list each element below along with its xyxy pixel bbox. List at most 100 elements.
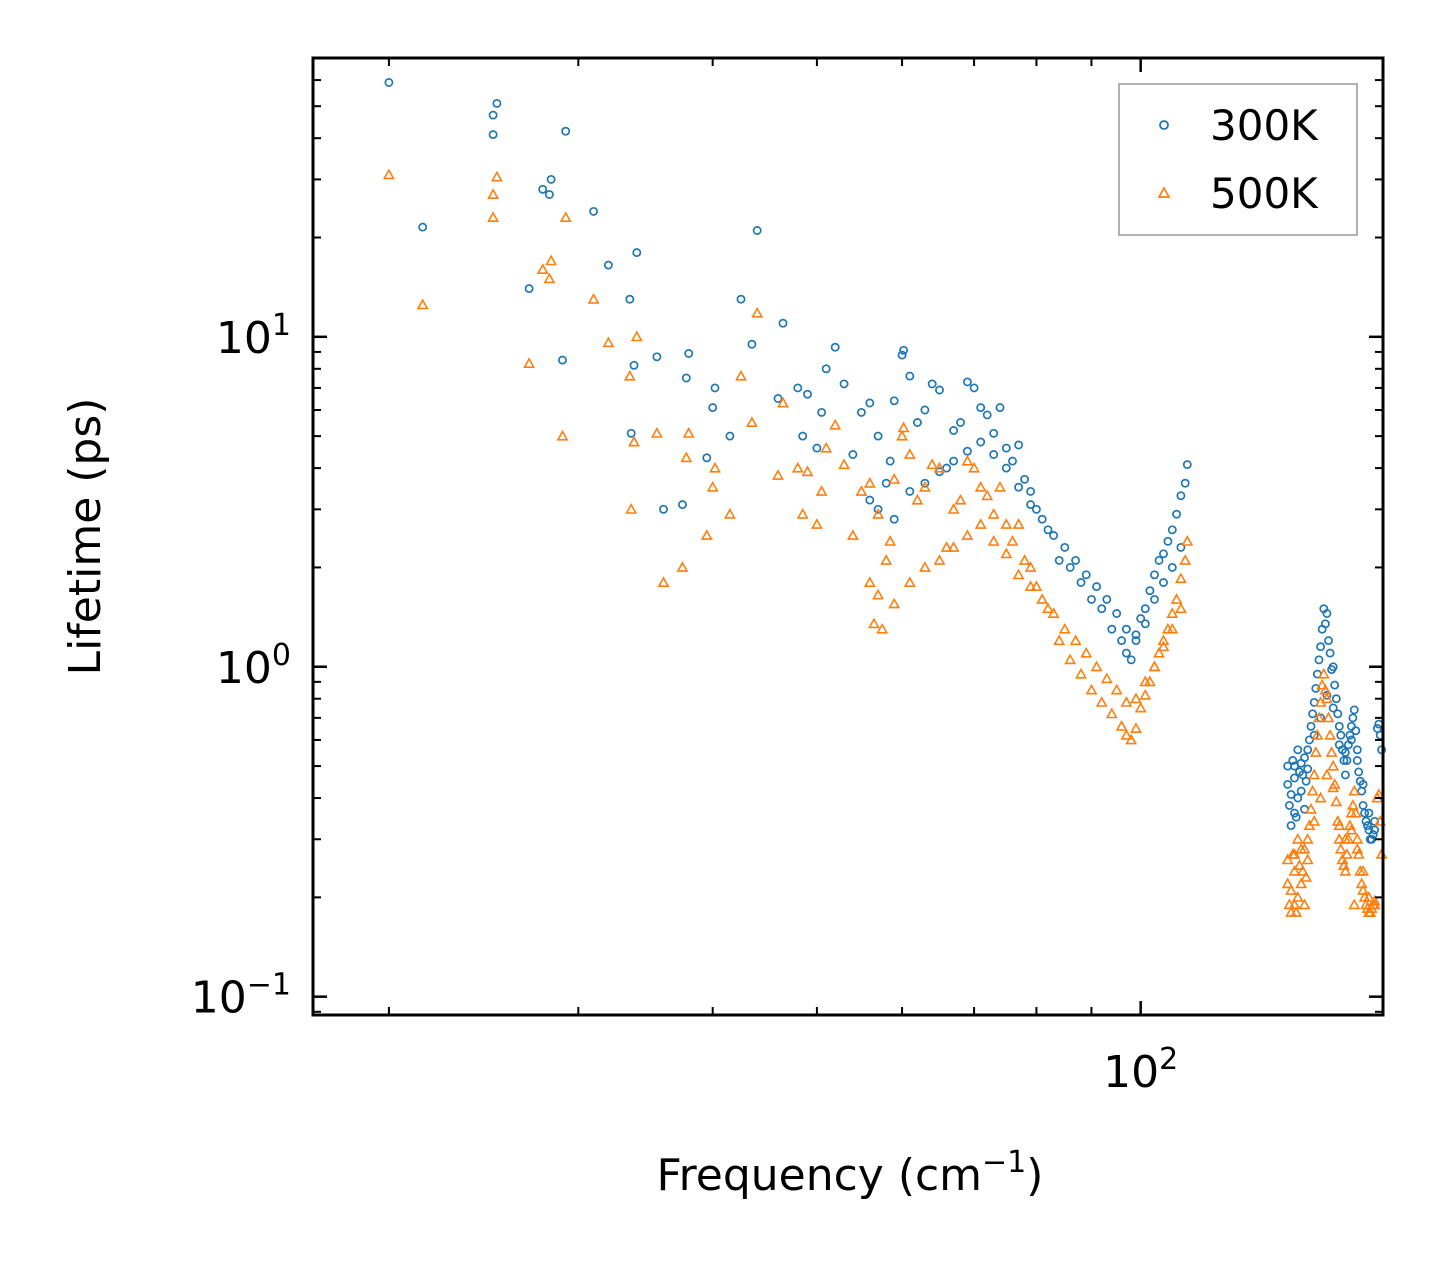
point-500K-93 xyxy=(888,597,901,609)
point-500K-161 xyxy=(1339,864,1352,876)
point-300K-114 xyxy=(1140,619,1150,629)
point-500K-119 xyxy=(868,617,880,629)
point-300K-79 xyxy=(1136,614,1146,623)
point-500K-90 xyxy=(1181,535,1194,546)
point-500K-200 xyxy=(1368,898,1381,910)
point-500K-166 xyxy=(1346,799,1359,810)
point-500K-108 xyxy=(1080,646,1093,658)
point-500K-157 xyxy=(1333,833,1346,844)
point-300K-137 xyxy=(1306,721,1316,731)
point-300K-13 xyxy=(625,294,635,304)
point-300K-151 xyxy=(1328,662,1338,672)
point-500K-24 xyxy=(709,461,721,473)
point-300K-20 xyxy=(681,373,691,383)
point-500K-5 xyxy=(523,357,536,369)
point-300K-163 xyxy=(1346,721,1356,731)
point-500K-1 xyxy=(416,298,429,310)
point-300K-112 xyxy=(1121,624,1131,634)
point-300K-23 xyxy=(708,403,718,413)
point-300K-104 xyxy=(1037,514,1047,524)
point-300K-48 xyxy=(905,371,915,381)
point-500K-129 xyxy=(1290,906,1303,917)
point-500K-168 xyxy=(1349,806,1362,818)
point-300K-88 xyxy=(1176,491,1186,501)
point-300K-179 xyxy=(1370,825,1380,835)
legend-marker-500K xyxy=(1157,186,1171,198)
point-500K-201 xyxy=(1348,898,1361,910)
point-300K-171 xyxy=(1358,800,1368,810)
point-300K-39 xyxy=(848,450,858,459)
point-500K-95 xyxy=(918,561,931,572)
point-500K-190 xyxy=(1308,815,1321,826)
point-300K-41 xyxy=(865,398,875,408)
point-300K-110 xyxy=(1102,594,1112,604)
point-300K-105 xyxy=(1049,531,1059,540)
point-300K-138 xyxy=(1308,709,1318,719)
point-500K-104 xyxy=(1036,593,1049,604)
data-points xyxy=(382,78,1388,917)
point-500K-194 xyxy=(1333,819,1346,831)
point-300K-50 xyxy=(920,405,930,415)
point-300K-19 xyxy=(678,500,687,510)
point-500K-112 xyxy=(1120,696,1133,707)
point-500K-69 xyxy=(1053,634,1066,646)
point-500K-19 xyxy=(676,561,689,572)
point-500K-133 xyxy=(1296,864,1309,876)
point-500K-43 xyxy=(880,554,893,565)
point-300K-52 xyxy=(935,385,944,395)
point-500K-125 xyxy=(1285,884,1298,895)
point-500K-13 xyxy=(623,369,636,381)
point-500K-94 xyxy=(903,576,916,588)
point-500K-152 xyxy=(1325,746,1338,757)
point-300K-74 xyxy=(1107,624,1117,634)
point-500K-131 xyxy=(1293,859,1306,870)
point-500K-97 xyxy=(947,541,960,552)
point-300K-0 xyxy=(384,78,394,87)
point-300K-64 xyxy=(1014,440,1024,450)
point-500K-21 xyxy=(682,427,695,438)
point-500K-28 xyxy=(751,306,764,318)
point-300K-178 xyxy=(1368,830,1378,840)
point-500K-77 xyxy=(1125,733,1138,745)
point-500K-41 xyxy=(863,476,876,488)
point-300K-194 xyxy=(1346,735,1356,745)
point-500K-75 xyxy=(1115,720,1128,731)
point-500K-16 xyxy=(630,330,643,342)
point-300K-12 xyxy=(603,260,613,270)
point-500K-46 xyxy=(896,429,909,441)
point-500K-79 xyxy=(1134,701,1147,713)
point-500K-36 xyxy=(820,441,833,453)
point-300K-94 xyxy=(905,486,915,496)
point-300K-130 xyxy=(1296,786,1306,796)
point-300K-27 xyxy=(747,339,757,349)
point-300K-63 xyxy=(1008,456,1017,466)
point-300K-173 xyxy=(1361,816,1371,826)
point-500K-86 xyxy=(1166,607,1179,619)
point-500K-111 xyxy=(1110,683,1123,695)
point-500K-120 xyxy=(876,622,889,634)
point-300K-136 xyxy=(1304,735,1314,745)
point-300K-108 xyxy=(1081,570,1091,580)
point-500K-7 xyxy=(543,272,556,284)
point-500K-40 xyxy=(855,485,868,496)
point-300K-99 xyxy=(976,437,986,447)
point-500K-191 xyxy=(1314,791,1327,803)
point-300K-30 xyxy=(778,318,788,328)
point-300K-2 xyxy=(488,130,498,140)
point-500K-78 xyxy=(1130,722,1142,734)
point-500K-149 xyxy=(1320,692,1333,704)
point-300K-85 xyxy=(1163,536,1173,546)
point-500K-167 xyxy=(1348,784,1361,796)
point-300K-18 xyxy=(659,504,668,514)
point-500K-66 xyxy=(1024,561,1037,572)
point-500K-83 xyxy=(1153,646,1165,658)
point-500K-121 xyxy=(1281,853,1294,865)
legend-frame xyxy=(1118,83,1358,236)
point-300K-73 xyxy=(1097,604,1107,614)
point-500K-14 xyxy=(625,503,638,514)
point-300K-76 xyxy=(1121,648,1131,658)
point-500K-45 xyxy=(888,473,901,484)
point-500K-64 xyxy=(1012,518,1025,529)
point-300K-166 xyxy=(1351,726,1361,736)
point-300K-128 xyxy=(1293,793,1303,803)
